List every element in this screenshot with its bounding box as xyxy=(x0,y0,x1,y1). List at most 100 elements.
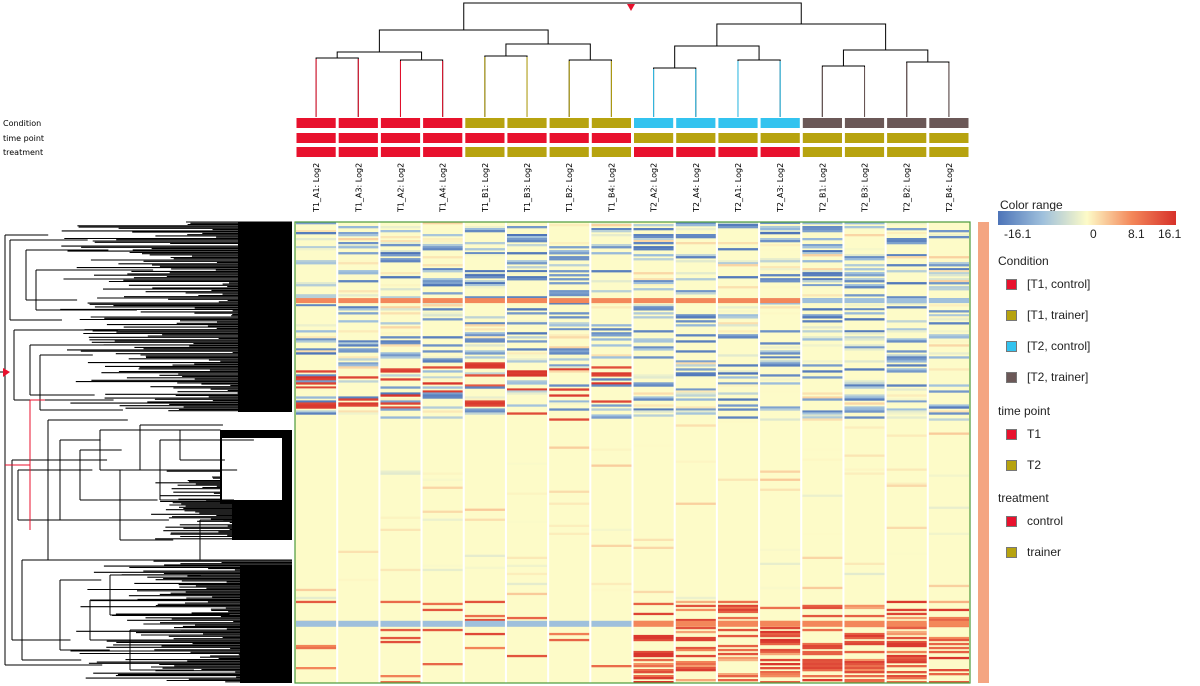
annotation-cell xyxy=(887,133,927,143)
heatmap-cell xyxy=(380,236,421,239)
heatmap-cell xyxy=(591,334,632,337)
color-range-bar[interactable] xyxy=(998,211,1176,225)
heatmap-cell xyxy=(675,665,716,668)
heatmap-cell xyxy=(464,566,505,569)
heatmap-cell xyxy=(549,632,590,636)
heatmap-cell xyxy=(338,320,379,323)
annotation-cell xyxy=(760,147,800,157)
heatmap-cell xyxy=(549,524,590,527)
heatmap-cell xyxy=(422,602,463,606)
heatmap-cell xyxy=(380,394,421,397)
heatmap-cell xyxy=(675,222,716,225)
heatmap-cell xyxy=(633,280,674,283)
dendrogram-link xyxy=(821,65,866,117)
heatmap-cell xyxy=(506,320,548,323)
heatmap-cell xyxy=(717,224,759,227)
heatmap-cell xyxy=(886,364,927,367)
column-label: T2_A4: Log2 xyxy=(692,163,701,213)
heatmap-cell xyxy=(886,368,927,371)
annotation-cell xyxy=(802,147,842,157)
heatmap-cell xyxy=(675,224,716,227)
heatmap-cell xyxy=(633,254,674,257)
heatmap-cell xyxy=(380,332,421,335)
legend-item[interactable]: [T2, control] xyxy=(1006,338,1090,354)
heatmap-cell xyxy=(844,642,885,646)
annotation-cell xyxy=(507,133,547,143)
heatmap-cell xyxy=(760,642,801,646)
heatmap-cell xyxy=(338,232,379,235)
heatmap-cell xyxy=(717,658,759,662)
heatmap-cell xyxy=(760,330,801,333)
heatmap-cell xyxy=(886,268,927,271)
heatmap-cell xyxy=(380,342,421,345)
annotation-cell xyxy=(380,133,421,143)
annotation-cell xyxy=(507,118,547,128)
heatmap-cell xyxy=(296,620,337,627)
heatmap-cell xyxy=(886,234,927,237)
heatmap-cell xyxy=(844,368,885,371)
heatmap-cell xyxy=(844,634,885,638)
heatmap-cell xyxy=(464,274,505,277)
heatmap-cell xyxy=(760,638,801,642)
heatmap-cell xyxy=(675,630,716,634)
annotation-cell xyxy=(929,133,969,143)
heatmap-cell xyxy=(296,412,337,415)
heatmap-cell xyxy=(844,304,885,307)
heatmap-cell xyxy=(802,280,843,283)
heatmap-cell xyxy=(549,384,590,387)
heatmap-cell xyxy=(802,360,843,363)
heatmap-cell xyxy=(549,620,590,627)
heatmap-cell xyxy=(760,648,801,652)
heatmap-cell xyxy=(760,378,801,381)
annotation-cell xyxy=(802,133,842,143)
heatmap-cell xyxy=(464,396,505,399)
heatmap-cell xyxy=(506,340,548,343)
heatmap-cell xyxy=(549,388,590,391)
heatmap-cell xyxy=(464,600,505,604)
legend-item[interactable]: [T1, control] xyxy=(1006,276,1090,292)
annotation-cell xyxy=(338,133,378,143)
heatmap-cell xyxy=(760,408,801,411)
heatmap-cell xyxy=(844,318,885,321)
heatmap-cell xyxy=(928,274,969,277)
heatmap-cell xyxy=(506,392,548,395)
heatmap-cell xyxy=(464,228,505,231)
heatmap-cell xyxy=(338,234,379,237)
heatmap-cell xyxy=(844,254,885,257)
heatmap-cell xyxy=(422,406,463,409)
heatmap-cell xyxy=(675,260,716,263)
heatmap-cell xyxy=(633,340,674,343)
heatmap-cell xyxy=(760,650,801,654)
heatmap-cell xyxy=(928,474,969,477)
heatmap-cell xyxy=(464,338,505,341)
dendrogram-link xyxy=(505,43,591,60)
legend-item[interactable]: T2 xyxy=(1006,457,1041,473)
column-label: T2_B1: Log2 xyxy=(818,163,827,213)
heatmap-cell xyxy=(760,298,801,304)
heatmap-cell xyxy=(886,256,927,259)
heatmap-cell xyxy=(549,490,590,493)
heatmap-cell xyxy=(422,382,463,385)
heatmap-cell xyxy=(928,368,969,371)
heatmap-cell xyxy=(802,586,843,590)
heatmap-cell xyxy=(506,390,548,393)
column-label: T2_B2: Log2 xyxy=(903,163,912,213)
legend-item[interactable]: trainer xyxy=(1006,544,1061,560)
heatmap-cell xyxy=(928,432,969,435)
legend-item[interactable]: [T1, trainer] xyxy=(1006,307,1088,323)
color-range-title: Color range xyxy=(1000,198,1063,212)
heatmap-cell xyxy=(675,364,716,367)
legend-item[interactable]: T1 xyxy=(1006,426,1041,442)
heatmap-cell xyxy=(802,606,843,610)
legend-label: [T1, trainer] xyxy=(1027,308,1089,322)
heatmap-cell xyxy=(591,302,632,305)
heatmap-cell xyxy=(380,240,421,243)
heatmap-cell xyxy=(675,340,716,343)
legend-item[interactable]: control xyxy=(1006,513,1063,529)
heatmap-cell xyxy=(717,286,759,289)
heatmap-cell xyxy=(928,230,969,233)
heatmap-cell xyxy=(802,278,843,281)
heatmap-cell xyxy=(296,600,337,604)
legend-item[interactable]: [T2, trainer] xyxy=(1006,369,1088,385)
heatmap-cell xyxy=(380,276,421,279)
